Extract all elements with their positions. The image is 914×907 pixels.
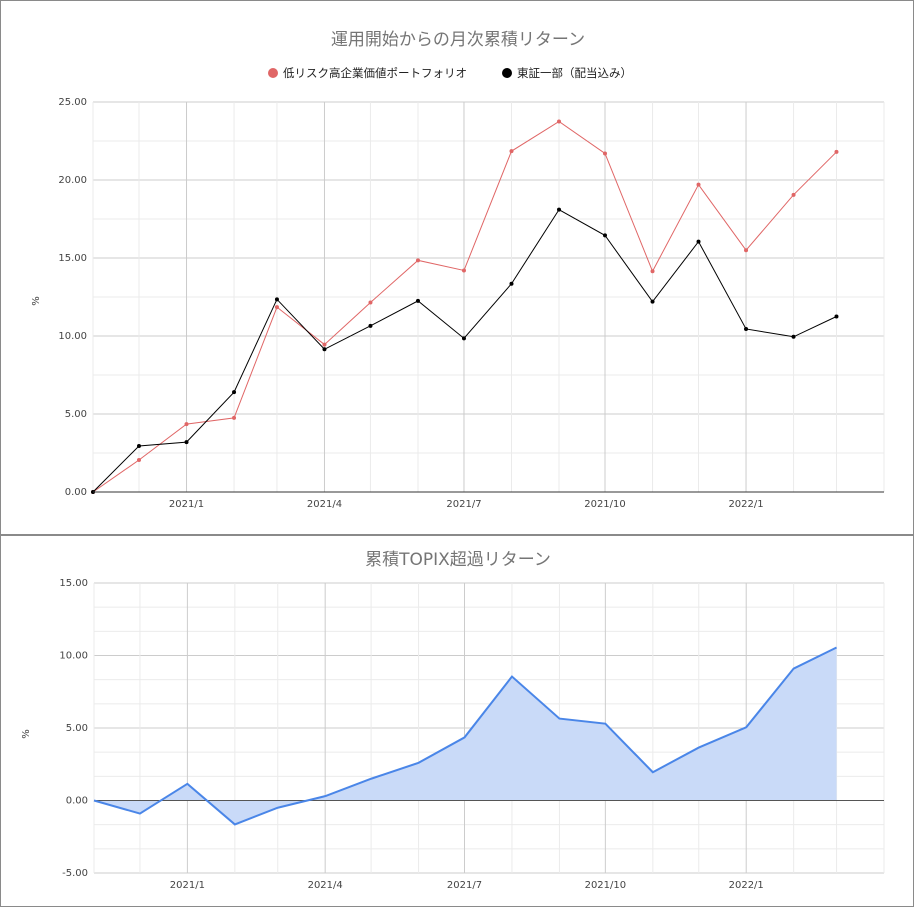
data-point [696,182,701,187]
data-point [136,458,141,463]
x-tick-label: 2021/4 [307,499,342,510]
data-point [368,323,373,328]
data-point [650,299,655,304]
cumulative-return-chart-panel: 運用開始からの月次累積リターン 低リスク高企業価値ポートフォリオ 東証一部（配当… [0,0,914,535]
excess-return-chart: 累積TOPIX超過リターン % -5.00 0.00 5.00 10.00 15.00 2… [21,550,885,891]
data-point [509,149,514,154]
y-tick-label: 20.00 [58,175,87,186]
data-point [834,149,839,154]
data-point [232,415,237,420]
data-point [744,326,749,331]
data-point [557,119,562,124]
data-point [834,314,839,319]
data-point [650,269,655,274]
data-point [461,268,466,273]
y-axis-label: % [31,296,42,306]
axis-ticks: 0.00 5.00 10.00 15.00 20.00 25.00 2021/1 2021/4… [58,97,763,510]
chart-title: 運用開始からの月次累積リターン [331,30,585,50]
x-tick-label: 2021/1 [169,499,204,510]
series-layer [93,646,884,826]
data-point [232,390,237,395]
gridlines [92,101,885,493]
data-point [136,443,141,448]
data-point [744,248,749,253]
legend-label-topix: 東証一部（配当込み） [517,66,632,80]
x-tick-label: 2021/10 [584,499,626,510]
legend-marker-topix [502,68,512,78]
y-tick-label: 15.00 [58,253,87,264]
data-point [274,305,279,310]
legend-marker-portfolio [268,68,278,78]
y-tick-label: 0.00 [66,796,88,807]
excess-return-chart-panel: 累積TOPIX超過リターン % -5.00 0.00 5.00 10.00 15.00 2… [0,535,914,907]
y-tick-label: 15.00 [59,578,88,589]
y-tick-label: -5.00 [62,868,88,879]
x-tick-label: 2021/7 [447,880,482,891]
chart-legend: 低リスク高企業価値ポートフォリオ 東証一部（配当込み） [268,66,632,80]
data-point [603,233,608,238]
y-tick-label: 5.00 [66,723,88,734]
x-tick-label: 2021/7 [446,499,481,510]
y-tick-label: 25.00 [58,97,87,108]
data-point [415,258,420,263]
data-point [368,300,373,305]
area-line [93,646,837,826]
data-point [184,422,189,427]
series-layer [91,119,884,494]
data-point [603,151,608,156]
x-tick-label: 2022/1 [729,880,764,891]
y-tick-label: 10.00 [59,651,88,662]
cumulative-return-chart: 運用開始からの月次累積リターン 低リスク高企業価値ポートフォリオ 東証一部（配当… [31,30,885,510]
data-point [322,342,327,347]
y-tick-label: 10.00 [58,331,87,342]
data-point [696,239,701,244]
x-tick-label: 2021/10 [585,880,627,891]
data-point [274,297,279,302]
data-point [791,192,796,197]
legend-label-portfolio: 低リスク高企業価値ポートフォリオ [283,66,467,80]
x-tick-label: 2021/1 [170,880,205,891]
data-point [322,347,327,352]
data-point [509,281,514,286]
series-line-1 [92,208,837,493]
area-fill [94,647,837,825]
data-point [415,298,420,303]
axis-ticks: -5.00 0.00 5.00 10.00 15.00 2021/1 2021/4 2021/… [59,578,763,891]
x-tick-label: 2021/4 [308,880,343,891]
chart-title: 累積TOPIX超過リターン [365,550,551,570]
y-axis-label: % [21,729,32,739]
data-point [184,440,189,445]
x-tick-label: 2022/1 [728,499,763,510]
series-line-0 [92,120,837,493]
y-tick-label: 5.00 [65,409,87,420]
data-point [557,207,562,212]
data-point [461,336,466,341]
data-point [791,334,796,339]
y-tick-label: 0.00 [65,487,87,498]
